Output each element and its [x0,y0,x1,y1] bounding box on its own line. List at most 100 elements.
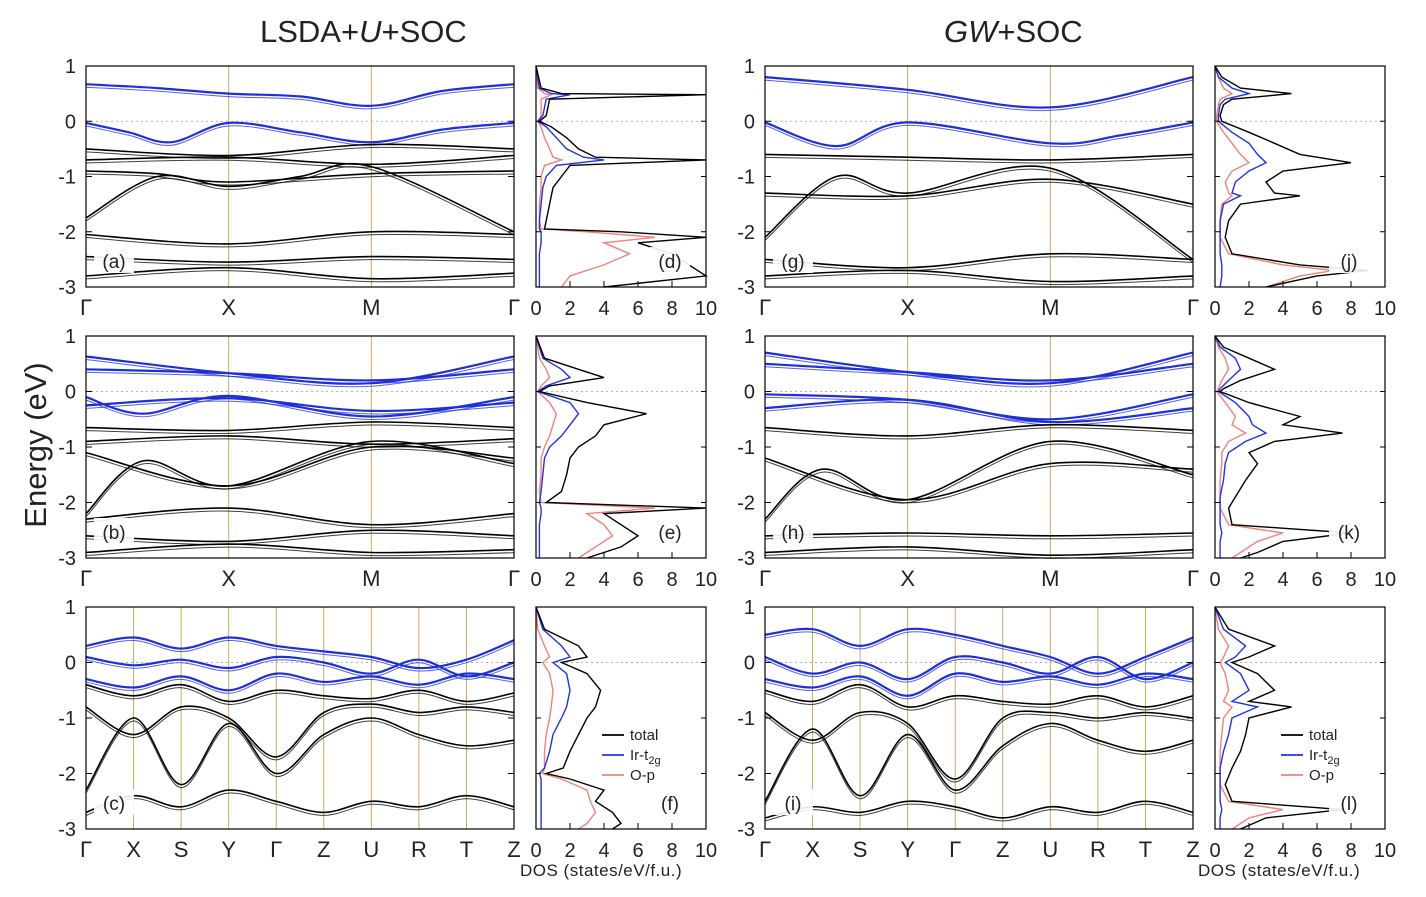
band-line-twin-b-3 [85,400,515,415]
k-point-label: Γ [80,295,92,320]
band-line-a-5 [85,170,515,183]
dos-x-tick-label: 8 [1345,298,1356,320]
k-point-label: Γ [508,566,520,591]
dos-curve-k-O-p [1214,335,1284,559]
k-point-label: Γ [759,295,771,320]
y-tick-label: 0 [744,111,755,133]
legend-subscript: 2g [1327,755,1339,767]
band-line-g-6 [764,269,1194,283]
band-line-twin-g-1 [764,124,1194,150]
title-left: LSDA+U+SOC [260,14,467,50]
band-line-twin-h-2 [764,396,1194,423]
band-line-h-4 [764,423,1194,437]
band-line-b-7 [85,445,515,487]
band-line-twin-b-8 [85,510,515,529]
dos-x-tick-label: 6 [632,298,643,320]
y-tick-label: -2 [58,493,76,515]
dos-x-tick-label: 2 [564,298,575,320]
k-point-label: T [1139,837,1152,862]
dos-x-tick-label: 2 [564,569,575,591]
dos-curve-e-Ir-t2g [535,335,580,558]
band-line-twin-a-0 [85,86,515,110]
band-line-c-1 [85,655,515,678]
panel-letter-bg [94,789,134,815]
k-point-label: S [174,837,189,862]
band-line-twin-i-6 [764,803,1194,822]
dos-curve-f-O-p [535,606,597,830]
band-line-g-4 [764,178,1194,205]
panel-letter: (k) [1338,523,1360,544]
y-tick-label: -1 [737,437,755,459]
dos-curve-l-O-p [1214,606,1284,830]
band-line-h-3 [764,398,1194,424]
dos-x-tick-label: 8 [1345,840,1356,862]
dos-xlabel-right: DOS (states/eV/f.u.) [1198,861,1361,880]
k-point-label: X [221,295,236,320]
dos-x-tick-label: 6 [1311,840,1322,862]
k-point-label: Z [1186,837,1199,862]
band-line-c-6 [85,789,515,814]
k-point-label: Γ [270,837,282,862]
y-tick-label: -1 [58,437,76,459]
band-line-c-3 [85,683,515,703]
band-line-b-4 [85,421,515,432]
band-line-b-5 [85,435,515,446]
band-line-g-3 [764,165,1194,261]
y-tick-label: -2 [58,764,76,786]
dos-x-tick-label: 8 [1345,569,1356,591]
k-point-label: Γ [759,566,771,591]
y-tick-label: 0 [744,382,755,404]
y-tick-label: -1 [737,167,755,189]
k-point-label: S [853,837,868,862]
band-line-twin-a-1 [85,125,515,146]
band-line-c-4 [85,703,515,758]
y-tick-label: 1 [744,56,755,78]
band-panel-frame-g [764,65,1194,288]
y-tick-label: -3 [58,548,76,570]
dos-x-tick-label: 10 [695,569,717,591]
dos-x-tick-label: 8 [666,840,677,862]
y-tick-label: 0 [65,382,76,404]
panel-letter-bg [94,518,134,544]
y-tick-label: -3 [58,277,76,299]
y-tick-label: 1 [65,56,76,78]
band-line-twin-h-3 [764,401,1194,426]
k-point-label: Z [317,837,330,862]
dos-x-tick-label: 4 [598,569,609,591]
k-point-label: X [221,566,236,591]
k-point-label: M [1041,295,1059,320]
dos-xlabel-left: DOS (states/eV/f.u.) [520,861,683,880]
band-line-b-3 [85,397,515,413]
dos-curve-d-Ir-t2g [535,65,605,287]
band-line-twin-b-2 [85,398,515,421]
band-line-h-1 [764,362,1194,382]
band-line-g-2 [764,153,1194,161]
k-point-label: M [362,566,380,591]
band-line-twin-b-9 [85,532,515,545]
dos-x-tick-label: 2 [1243,298,1254,320]
k-point-label: Y [900,837,915,862]
k-point-label: U [363,837,379,862]
dos-curve-j-Ir-t2g [1214,65,1268,288]
k-point-label: R [411,837,427,862]
band-line-a-0 [85,83,515,107]
y-tick-label: 1 [744,597,755,619]
panel-letter: (j) [1341,252,1358,273]
legend-subscript: 2g [648,755,660,767]
band-line-twin-a-3 [85,158,515,168]
band-line-c-2 [85,672,515,692]
band-line-twin-c-3 [85,687,515,705]
band-line-i-5 [764,722,1194,802]
panel-letter-bg [773,247,813,273]
title-left-pre: LSDA+ [260,14,360,49]
band-line-twin-h-7 [764,535,1194,540]
dos-curve-e-O-p [535,335,656,559]
dos-x-tick-label: 4 [1277,569,1288,591]
dos-x-tick-label: 2 [1243,569,1254,591]
band-line-a-6 [85,230,515,245]
y-tick-label: -2 [737,222,755,244]
panel-letter-bg [650,518,690,544]
band-line-i-3 [764,683,1194,708]
band-line-twin-h-4 [764,427,1194,440]
k-point-label: Γ [508,295,520,320]
